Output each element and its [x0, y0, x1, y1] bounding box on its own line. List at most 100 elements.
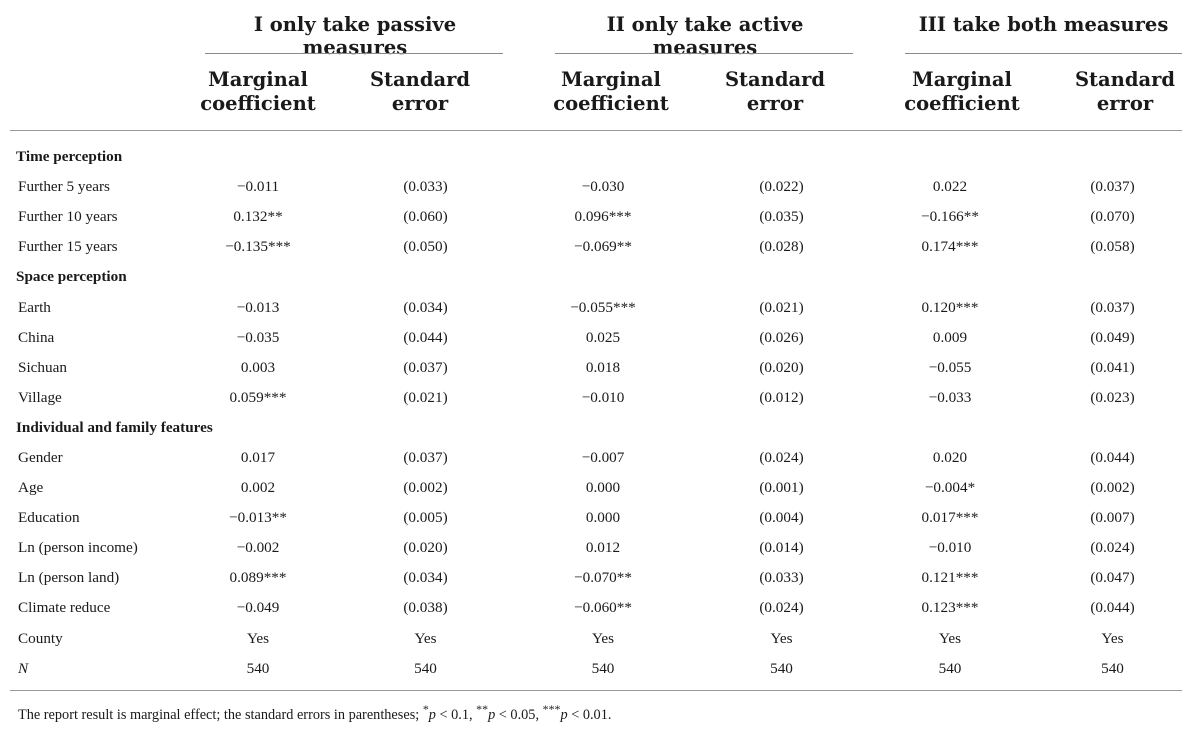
coef-cell: −0.013**: [229, 509, 287, 527]
row-label: Ln (person land): [18, 569, 120, 587]
se-cell: 540: [770, 659, 793, 677]
row-label: Sichuan: [18, 358, 67, 376]
table-footnote: The report result is marginal effect; th…: [18, 702, 611, 724]
footnote-stars: ***: [542, 702, 561, 716]
col-header-line: Standard: [1074, 68, 1176, 91]
section-label: Individual and family features: [16, 418, 213, 436]
group-underline-both: [905, 53, 1182, 54]
section-row: Individual and family features: [0, 413, 1200, 443]
se-cell: (0.038): [403, 599, 448, 617]
se-cell: (0.058): [1090, 238, 1135, 256]
se-cell: (0.028): [759, 238, 804, 256]
se-cell: (0.044): [403, 328, 448, 346]
coef-cell: 0.017: [240, 448, 276, 466]
section-row: Time perception: [0, 142, 1200, 172]
se-cell: (0.014): [759, 539, 804, 557]
col-header-line: coefficient: [553, 92, 669, 115]
coef-cell: 0.089***: [229, 569, 287, 587]
coef-cell: 0.132**: [233, 208, 283, 226]
se-cell: Yes: [1101, 629, 1124, 647]
section-label: Space perception: [16, 268, 127, 286]
coef-cell: 0.120***: [921, 298, 979, 316]
se-cell: (0.033): [403, 178, 448, 196]
coef-cell: Yes: [246, 629, 270, 647]
group-underline-passive: [205, 53, 503, 54]
col-header-both-se: Standard error: [1050, 68, 1200, 116]
footnote-text: < 0.1,: [435, 706, 477, 723]
col-header-line: Standard: [724, 68, 826, 91]
coef-cell: 540: [591, 659, 615, 677]
row-label: Age: [18, 479, 44, 497]
col-header-line: Marginal: [561, 68, 661, 91]
se-cell: (0.033): [759, 569, 804, 587]
table-row: Village 0.059*** (0.021) −0.010 (0.012) −0.03…: [0, 383, 1200, 413]
se-cell: (0.020): [759, 358, 804, 376]
coef-cell: 0.096***: [574, 208, 632, 226]
section-label: Time perception: [16, 148, 123, 166]
table-row: Sichuan 0.003 (0.037) 0.018 (0.020) −0.055 (0.…: [0, 353, 1200, 383]
se-cell: (0.002): [403, 479, 448, 497]
coef-cell: −0.011: [236, 178, 280, 196]
coef-cell: −0.055: [928, 358, 972, 376]
coef-cell: Yes: [591, 629, 615, 647]
coef-cell: −0.135***: [225, 238, 291, 256]
row-label: Further 15 years: [18, 238, 118, 256]
group-underline-active: [555, 53, 853, 54]
se-cell: Yes: [414, 629, 437, 647]
footnote-p: p: [488, 706, 496, 723]
section-row: Space perception: [0, 262, 1200, 292]
coef-cell: 0.000: [585, 509, 621, 527]
coef-cell: −0.002: [236, 539, 280, 557]
se-cell: (0.004): [759, 509, 804, 527]
se-cell: (0.021): [403, 388, 448, 406]
footnote-p: p: [560, 706, 568, 723]
se-cell: Yes: [770, 629, 793, 647]
coef-cell: −0.010: [928, 539, 972, 557]
coef-cell: −0.035: [236, 328, 280, 346]
coef-cell: −0.010: [581, 388, 625, 406]
se-cell: (0.012): [759, 388, 804, 406]
se-cell: (0.037): [1090, 298, 1135, 316]
coef-cell: −0.004*: [924, 479, 976, 497]
coef-cell: −0.070**: [574, 569, 632, 587]
col-header-both-coef: Marginal coefficient: [887, 68, 1037, 116]
table-row: China −0.035 (0.044) 0.025 (0.026) 0.009 (0.04…: [0, 323, 1200, 353]
coef-cell: 0.174***: [921, 238, 979, 256]
coef-cell: −0.069**: [574, 238, 632, 256]
se-cell: (0.024): [759, 599, 804, 617]
coef-cell: 0.009: [932, 328, 968, 346]
coef-cell: 0.123***: [921, 599, 979, 617]
row-label: Ln (person income): [18, 539, 138, 557]
table-row: Climate reduce −0.049 (0.038) −0.060** (0.02…: [0, 593, 1200, 623]
col-header-passive-coef: Marginal coefficient: [183, 68, 333, 116]
table-row: County Yes Yes Yes Yes Yes Yes: [0, 624, 1200, 654]
se-cell: (0.041): [1090, 358, 1135, 376]
coef-cell: −0.060**: [574, 599, 632, 617]
group-header-both: III take both measures: [918, 13, 1169, 36]
coef-cell: 0.025: [585, 328, 621, 346]
table-row: Further 15 years −0.135*** (0.050) −0.069**…: [0, 232, 1200, 262]
table-row: Gender 0.017 (0.037) −0.007 (0.024) 0.020 (0.0…: [0, 443, 1200, 473]
se-cell: (0.024): [1090, 539, 1135, 557]
coef-cell: −0.049: [236, 599, 280, 617]
col-header-line: Standard: [369, 68, 471, 91]
col-header-line: Marginal: [912, 68, 1012, 91]
coef-cell: −0.007: [581, 448, 625, 466]
se-cell: (0.070): [1090, 208, 1135, 226]
coef-cell: −0.166**: [921, 208, 979, 226]
footnote-stars: **: [476, 702, 489, 716]
coef-cell: 0.017***: [921, 509, 979, 527]
se-cell: (0.037): [403, 448, 448, 466]
table-row: Age 0.002 (0.002) 0.000 (0.001) −0.004* (0.002…: [0, 473, 1200, 503]
se-cell: (0.034): [403, 298, 448, 316]
table-row: Ln (person land) 0.089*** (0.034) −0.070** (…: [0, 563, 1200, 593]
coef-cell: −0.033: [928, 388, 972, 406]
footnote-text: The report result is marginal effect; th…: [18, 706, 423, 723]
row-label: Further 5 years: [18, 178, 110, 196]
col-header-line: Marginal: [208, 68, 308, 91]
coef-cell: 0.002: [240, 479, 276, 497]
se-cell: (0.049): [1090, 328, 1135, 346]
se-cell: (0.026): [759, 328, 804, 346]
coef-cell: −0.055***: [570, 298, 636, 316]
se-cell: (0.001): [759, 479, 804, 497]
